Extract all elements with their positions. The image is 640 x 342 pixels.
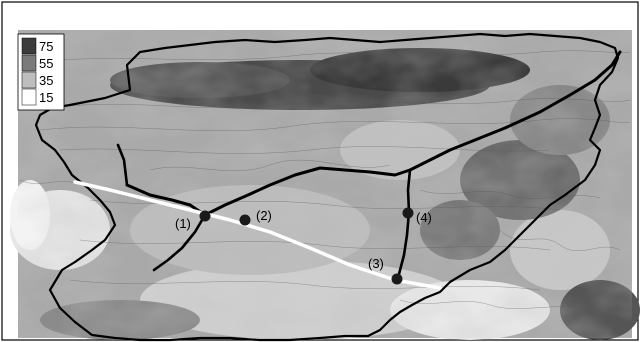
legend-swatch-15 — [21, 88, 37, 106]
point-3-marker — [391, 273, 403, 285]
legend-swatch-55 — [21, 54, 37, 72]
point-1-marker — [199, 210, 211, 222]
legend-swatch-75 — [21, 37, 37, 55]
point-4-marker — [402, 207, 414, 219]
elevation-legend: 75 55 35 15 — [17, 33, 65, 111]
legend-label-35: 35 — [39, 73, 53, 88]
sample-points: (1) (2) (3) (4) — [175, 207, 432, 285]
watershed-boundary — [34, 32, 620, 342]
legend-swatch-35 — [21, 71, 37, 89]
tributary-southwest — [152, 213, 207, 272]
legend-label-75: 75 — [39, 39, 53, 54]
northwest-tributary — [116, 143, 129, 187]
contour-lines — [19, 50, 631, 311]
tributary-east — [396, 168, 412, 280]
point-2-marker — [239, 214, 251, 226]
point-1-label: (1) — [175, 216, 191, 231]
point-4-label: (4) — [416, 210, 432, 225]
point-2-label: (2) — [256, 208, 272, 223]
elevation-shading — [10, 30, 640, 340]
legend-label-55: 55 — [39, 56, 53, 71]
point-3-label: (3) — [368, 256, 384, 271]
legend-label-15: 15 — [39, 90, 53, 105]
transect-line — [73, 180, 442, 290]
